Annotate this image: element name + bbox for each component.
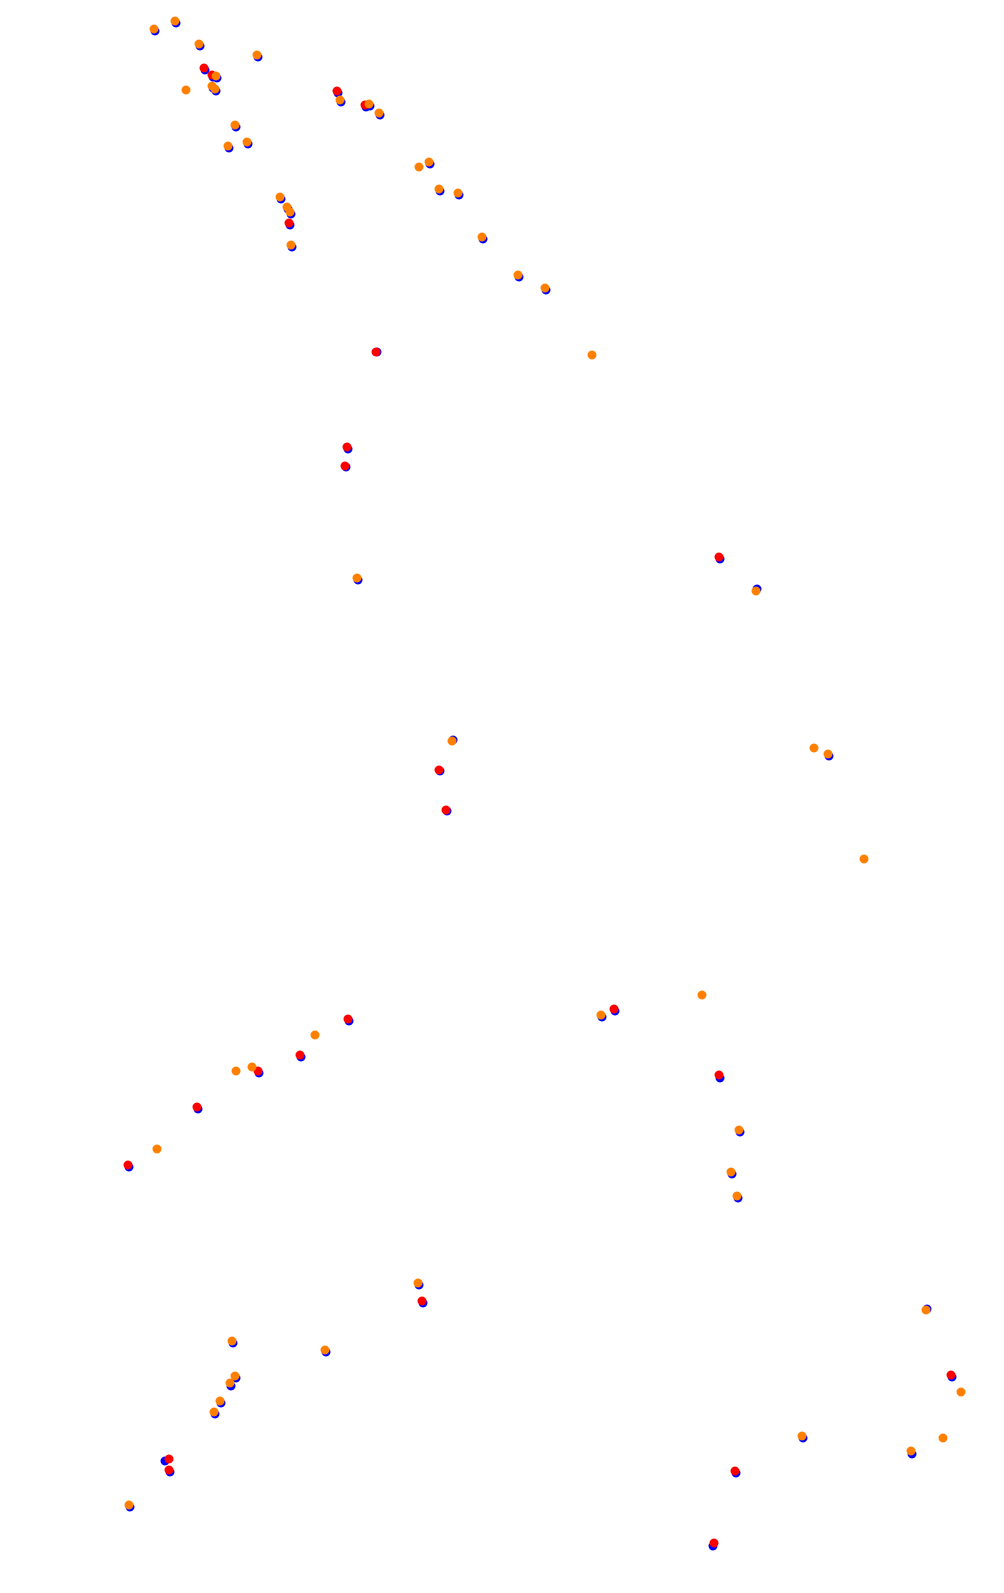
- point: [540, 283, 550, 293]
- point: [209, 1407, 219, 1417]
- point: [697, 990, 707, 1000]
- point: [335, 95, 345, 105]
- point: [714, 1070, 724, 1080]
- point: [413, 1278, 423, 1288]
- point: [809, 743, 819, 753]
- point: [295, 1050, 305, 1060]
- point: [230, 120, 240, 130]
- point: [215, 1396, 225, 1406]
- point: [192, 1102, 202, 1112]
- point: [906, 1446, 916, 1456]
- point: [320, 1345, 330, 1355]
- point: [225, 1378, 235, 1388]
- point: [284, 218, 294, 228]
- point: [352, 573, 362, 583]
- point: [956, 1387, 966, 1397]
- point: [286, 240, 296, 250]
- point: [414, 162, 424, 172]
- point: [726, 1167, 736, 1177]
- point: [124, 1500, 134, 1510]
- point: [199, 63, 209, 73]
- point: [223, 141, 233, 151]
- point: [596, 1010, 606, 1020]
- point: [477, 232, 487, 242]
- point: [453, 188, 463, 198]
- point: [946, 1370, 956, 1380]
- point: [751, 586, 761, 596]
- point: [797, 1431, 807, 1441]
- point: [275, 192, 285, 202]
- point: [231, 1066, 241, 1076]
- point: [587, 350, 597, 360]
- point: [252, 50, 262, 60]
- point: [730, 1466, 740, 1476]
- point: [332, 86, 342, 96]
- point: [152, 1144, 162, 1154]
- point: [609, 1004, 619, 1014]
- point: [364, 99, 374, 109]
- point: [242, 137, 252, 147]
- point: [859, 854, 869, 864]
- point: [164, 1465, 174, 1475]
- point: [823, 749, 833, 759]
- point: [417, 1296, 427, 1306]
- point: [374, 108, 384, 118]
- point: [227, 1336, 237, 1346]
- point: [371, 347, 381, 357]
- point: [247, 1062, 257, 1072]
- point: [921, 1305, 931, 1315]
- point: [714, 552, 724, 562]
- point: [441, 805, 451, 815]
- point: [285, 207, 295, 217]
- point: [434, 184, 444, 194]
- point: [938, 1433, 948, 1443]
- point: [170, 16, 180, 26]
- point: [210, 84, 220, 94]
- point: [732, 1191, 742, 1201]
- point: [149, 24, 159, 34]
- point: [734, 1125, 744, 1135]
- point: [343, 1014, 353, 1024]
- point: [709, 1538, 719, 1548]
- point: [310, 1030, 320, 1040]
- point: [424, 157, 434, 167]
- point: [211, 71, 221, 81]
- point: [164, 1454, 174, 1464]
- point: [513, 270, 523, 280]
- point: [340, 461, 350, 471]
- point: [434, 765, 444, 775]
- point: [342, 442, 352, 452]
- point: [447, 736, 457, 746]
- point: [230, 1371, 240, 1381]
- point: [123, 1160, 133, 1170]
- point: [194, 39, 204, 49]
- point: [181, 85, 191, 95]
